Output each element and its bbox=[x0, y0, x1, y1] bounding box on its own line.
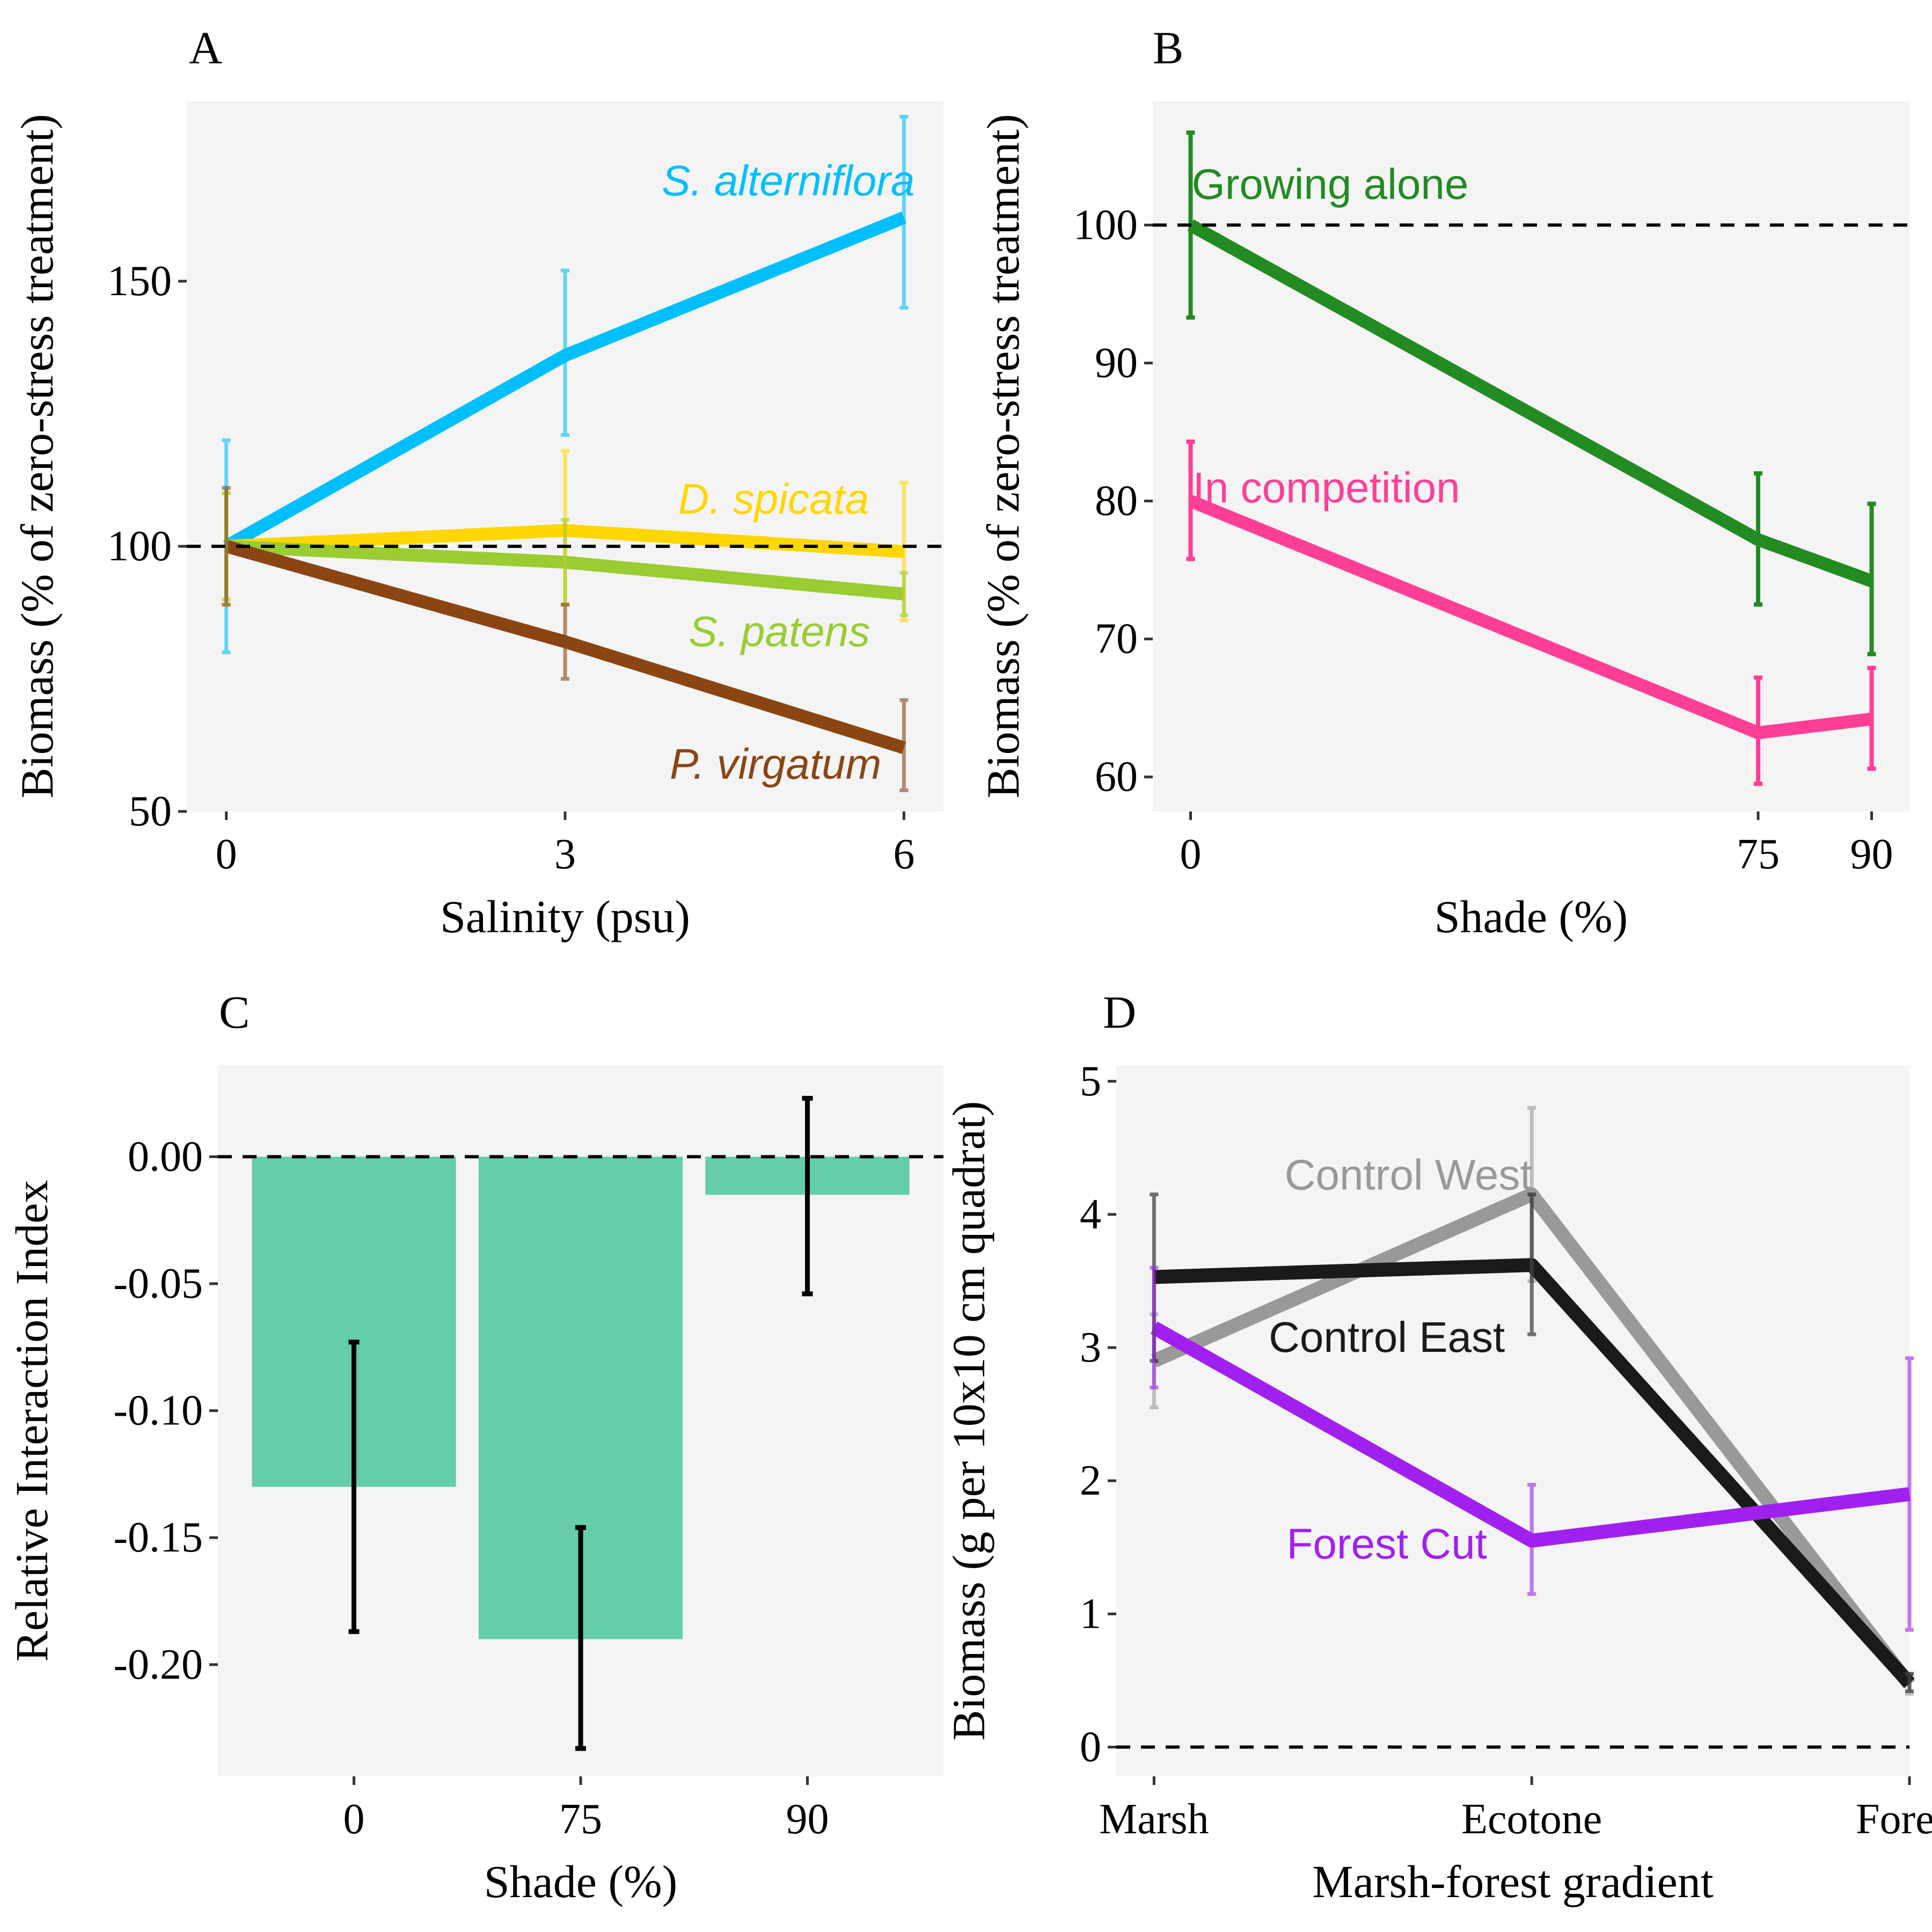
x-axis-title: Shade (%) bbox=[484, 1856, 678, 1907]
y-tick-label: 150 bbox=[107, 258, 172, 305]
error-bar bbox=[575, 1525, 586, 1751]
x-axis-title: Shade (%) bbox=[1435, 891, 1628, 942]
x-tick-label: 75 bbox=[559, 1796, 602, 1843]
series-label: S. alterniflora bbox=[662, 157, 914, 204]
x-axis-title: Marsh-forest gradient bbox=[1312, 1856, 1714, 1907]
panel-letter: A bbox=[189, 22, 222, 74]
y-tick-label: 5 bbox=[1080, 1058, 1101, 1105]
y-axis-title: Biomass (g per 10x10 cm quadrat) bbox=[943, 1101, 994, 1741]
x-tick-label: 90 bbox=[786, 1796, 829, 1843]
error-bar bbox=[1905, 1672, 1914, 1693]
y-axis-title: Biomass (% of zero-stress treatment) bbox=[11, 114, 63, 798]
series-label: D. spicata bbox=[678, 475, 869, 523]
y-tick-label: 60 bbox=[1095, 753, 1138, 801]
y-tick-label: 3 bbox=[1080, 1324, 1101, 1371]
x-tick-label: 3 bbox=[554, 831, 576, 878]
y-tick-label: -0.10 bbox=[113, 1387, 203, 1435]
error-bar bbox=[1905, 1356, 1914, 1632]
error-bar bbox=[899, 115, 909, 310]
error-bar bbox=[1754, 675, 1762, 786]
error-bar bbox=[899, 698, 909, 792]
series-label: P. virgatum bbox=[670, 740, 881, 788]
panel-D: D 0 1 2 3 4 5 Marsh Ecotone Forest Marsh-forest gr… bbox=[943, 986, 1932, 1907]
x-tick-label: 0 bbox=[343, 1796, 365, 1843]
y-tick-label: 80 bbox=[1095, 478, 1138, 525]
y-axis-title: Biomass (% of zero-stress treatment) bbox=[977, 114, 1029, 798]
error-bar bbox=[1867, 501, 1876, 656]
error-bar bbox=[561, 603, 569, 681]
panel-letter: D bbox=[1103, 986, 1136, 1038]
y-tick-label: 100 bbox=[1073, 201, 1138, 248]
y-tick-label: -0.05 bbox=[113, 1260, 203, 1307]
y-tick-label: 0.00 bbox=[128, 1133, 203, 1180]
panel-C: C -0.20 -0.15 -0.10 -0.05 0.00 0 75 90 Shade (%) R… bbox=[6, 986, 943, 1907]
x-tick-label: 75 bbox=[1737, 831, 1780, 878]
x-axis-title: Salinity (psu) bbox=[440, 891, 690, 942]
series-label: Control East bbox=[1269, 1313, 1505, 1361]
error-bar bbox=[1150, 1265, 1159, 1389]
y-tick-label: -0.15 bbox=[113, 1514, 203, 1561]
series-label: Forest Cut bbox=[1286, 1520, 1487, 1568]
y-tick-label: 2 bbox=[1080, 1457, 1101, 1504]
series-label: S. patens bbox=[689, 608, 870, 655]
error-bar bbox=[561, 268, 569, 437]
panel-B: B 60 70 80 90 100 0 75 90 Shade (%) Biomass (% of … bbox=[977, 22, 1909, 942]
x-tick-label: 6 bbox=[893, 831, 914, 878]
series-label: In competition bbox=[1193, 464, 1460, 511]
panel-background bbox=[1153, 101, 1909, 811]
x-tick-label: Forest bbox=[1856, 1796, 1932, 1843]
y-tick-label: 90 bbox=[1095, 339, 1138, 386]
x-tick-label: Marsh bbox=[1099, 1796, 1209, 1843]
error-bar bbox=[802, 1096, 813, 1297]
y-axis-title: Relative Interaction Index bbox=[6, 1180, 57, 1662]
series-label: Growing alone bbox=[1192, 160, 1469, 208]
x-tick-label: 0 bbox=[1180, 831, 1202, 878]
x-tick-label: Ecotone bbox=[1461, 1796, 1602, 1843]
series-label: Control West bbox=[1285, 1151, 1532, 1198]
error-bar bbox=[1527, 1483, 1536, 1596]
error-bar bbox=[1754, 471, 1762, 607]
error-bar bbox=[1186, 440, 1195, 561]
panel-letter: C bbox=[219, 986, 250, 1038]
panel-A: A 50 100 150 0 3 6 Salinity (psu) Biomass (% of … bbox=[11, 22, 943, 942]
y-tick-label: -0.20 bbox=[113, 1641, 203, 1688]
error-bar bbox=[899, 570, 909, 617]
panel-letter: B bbox=[1153, 22, 1183, 74]
panel-background bbox=[1116, 1065, 1909, 1776]
error-bar bbox=[348, 1340, 360, 1634]
y-tick-label: 0 bbox=[1080, 1723, 1101, 1770]
y-tick-label: 4 bbox=[1080, 1191, 1101, 1238]
error-bar bbox=[1867, 665, 1876, 771]
x-tick-label: 0 bbox=[216, 831, 237, 878]
y-tick-label: 50 bbox=[129, 788, 172, 835]
y-tick-label: 70 bbox=[1095, 616, 1138, 663]
y-tick-label: 1 bbox=[1080, 1590, 1101, 1637]
error-bar bbox=[222, 486, 231, 607]
y-tick-label: 100 bbox=[107, 523, 172, 570]
error-bar bbox=[1527, 1192, 1536, 1336]
x-tick-label: 90 bbox=[1850, 831, 1893, 878]
